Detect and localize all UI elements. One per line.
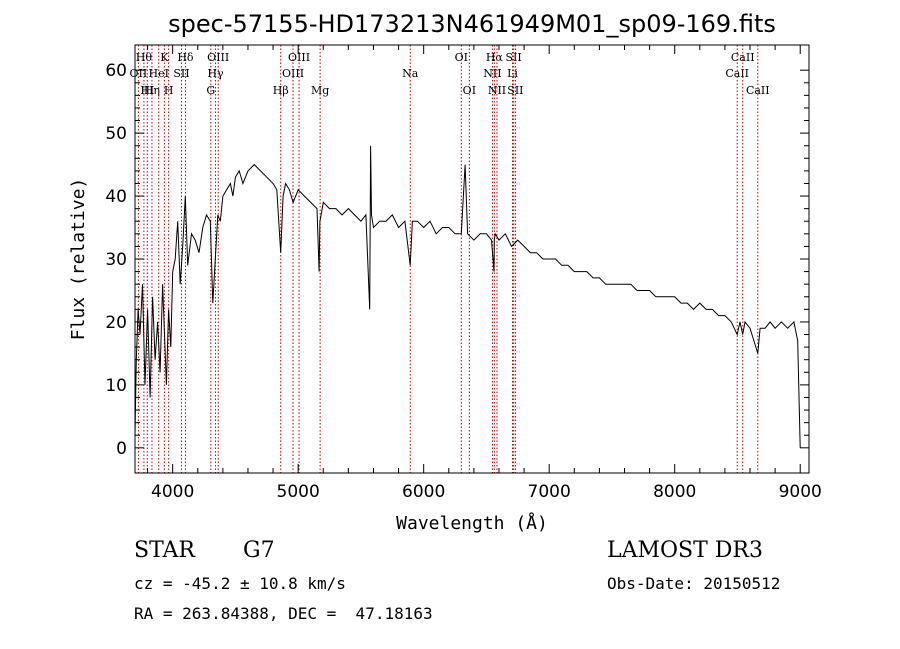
survey-name: LAMOST DR3 [607, 538, 763, 563]
coordinates-text: RA = 263.84388, DEC = 47.18163 [134, 604, 433, 623]
line-marker-label: H [164, 84, 174, 97]
y-tick-label: 30 [105, 250, 127, 270]
y-tick-label: 50 [105, 124, 127, 144]
line-marker-label: Hθ [136, 51, 153, 64]
line-marker-label: HI [140, 84, 154, 97]
object-class: STAR [134, 538, 195, 563]
line-marker-label: NII [488, 84, 506, 97]
chart-title: spec-57155-HD173213N461949M01_sp09-169.f… [168, 10, 776, 38]
line-marker-label: NII [483, 67, 501, 80]
line-marker-label: Hγ [207, 67, 224, 80]
line-marker-label: SII [507, 84, 523, 97]
x-tick-label: 8000 [653, 482, 696, 502]
line-marker-label: OIII [207, 51, 229, 64]
spectrum-line [134, 145, 801, 448]
x-tick-label: 6000 [402, 482, 445, 502]
y-tick-label: 40 [105, 187, 127, 207]
obs-date-text: Obs-Date: 20150512 [607, 574, 781, 593]
line-marker-label: CaII [746, 84, 770, 97]
line-marker-label: OI [463, 84, 476, 97]
line-marker-label: HeI [148, 67, 168, 80]
x-tick-label: 5000 [277, 482, 320, 502]
axis-ticks: 4000 5000 6000 7000 8000 9000 0 10 20 30 40 50 60 [105, 45, 822, 502]
line-marker-label: Hβ [273, 84, 289, 97]
x-tick-label: 9000 [779, 482, 822, 502]
line-marker-label: Hα [486, 51, 504, 64]
y-tick-label: 60 [105, 61, 127, 81]
line-marker-label: OII [130, 67, 148, 80]
line-marker-label: SII [506, 51, 522, 64]
line-marker-label: OI [455, 51, 468, 64]
line-marker-label: CaII [731, 51, 755, 64]
y-tick-label: 10 [105, 376, 127, 396]
y-tick-label: 0 [116, 439, 127, 459]
object-subclass: G7 [243, 538, 275, 563]
redshift-text: cz = -45.2 ± 10.8 km/s [134, 574, 346, 593]
x-tick-label: 7000 [528, 482, 571, 502]
line-marker-label: OIII [282, 67, 304, 80]
line-marker-label: G [206, 84, 215, 97]
line-marker-label: OIII [288, 51, 310, 64]
line-marker-label: Na [402, 67, 419, 80]
y-tick-label: 20 [105, 313, 127, 333]
plot-frame [134, 44, 810, 474]
y-axis-label: Flux (relative) [68, 178, 89, 341]
line-marker-label: SII [173, 67, 189, 80]
line-marker-label: Hδ [177, 51, 194, 64]
line-marker-label: Mg [311, 84, 329, 97]
line-marker-label: Hη [144, 84, 160, 97]
x-tick-label: 4000 [151, 482, 194, 502]
line-marker-label: Li [507, 67, 518, 80]
line-marker-label: CaII [725, 67, 749, 80]
line-marker-label: K [160, 51, 169, 64]
x-axis-label: Wavelength (Å) [396, 512, 548, 534]
